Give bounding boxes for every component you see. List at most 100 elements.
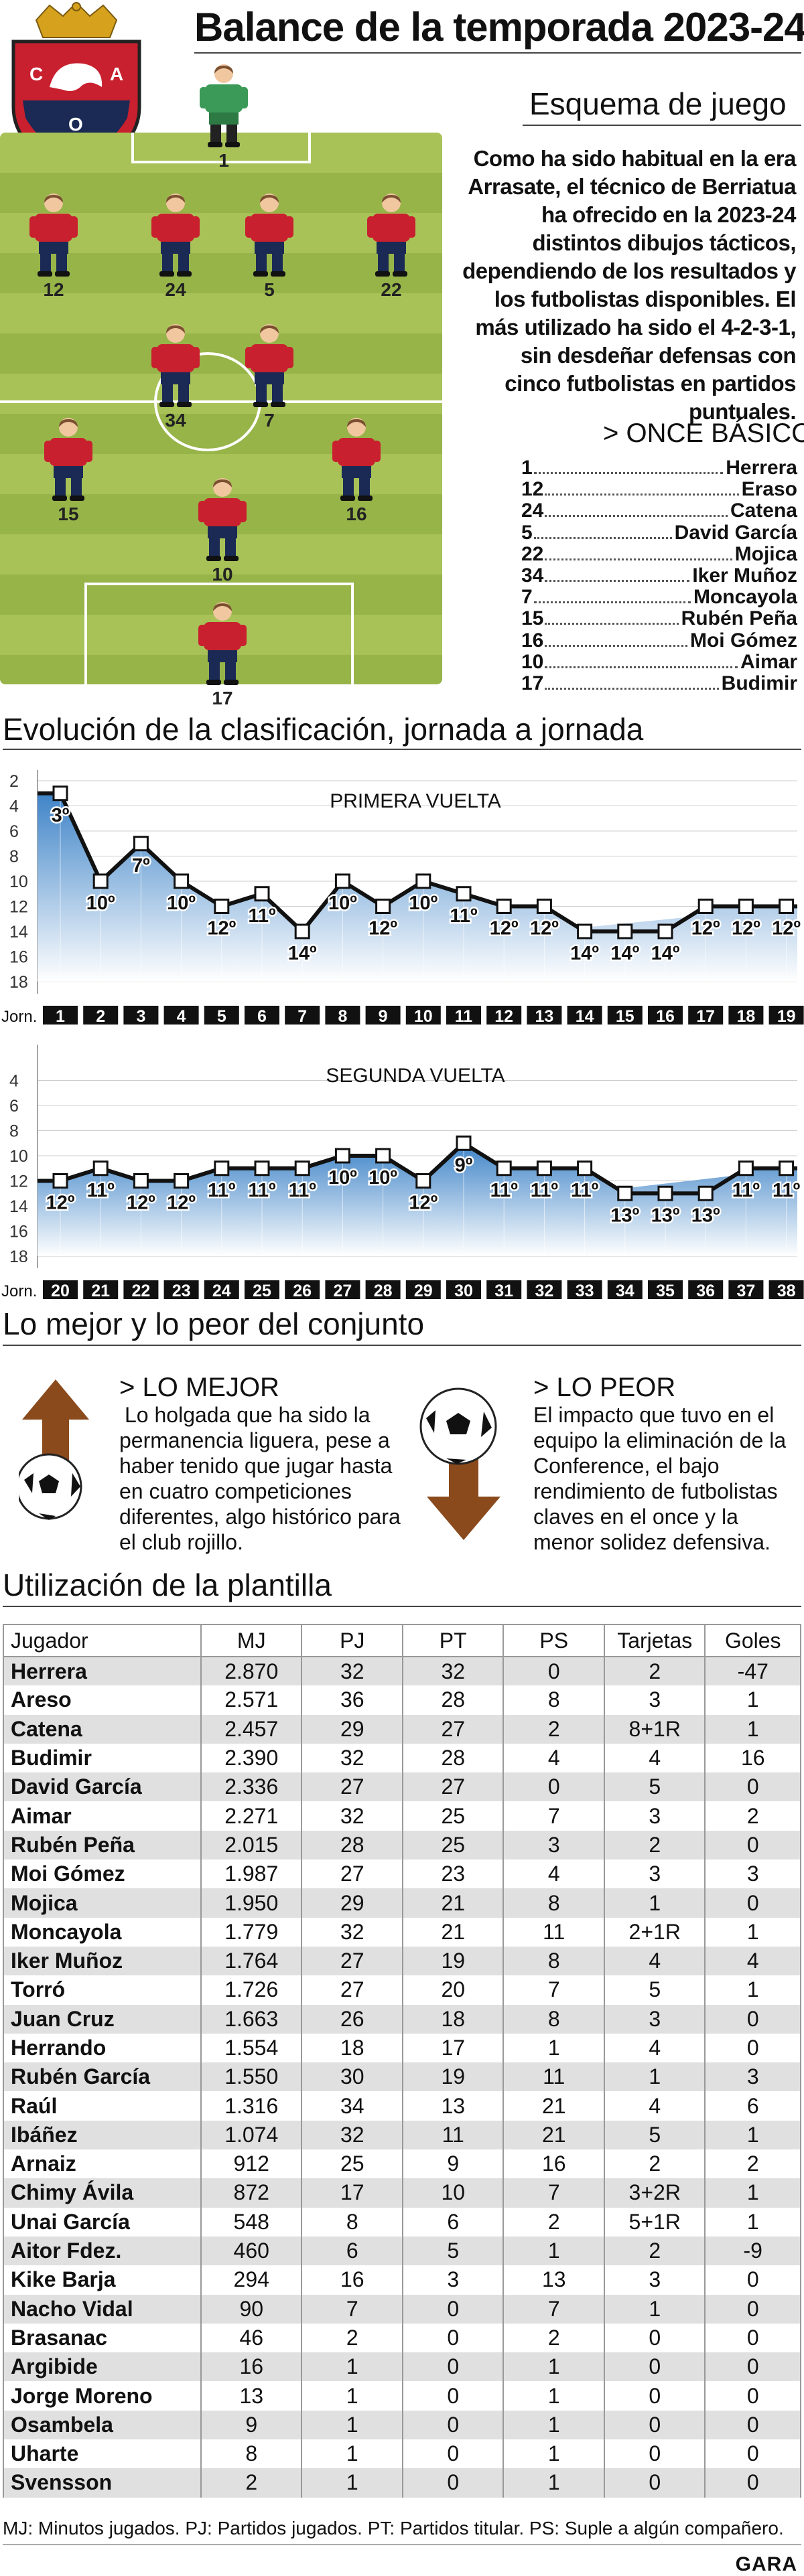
stat-cell: 0: [704, 2323, 801, 2353]
stat-cell: 10: [401, 2178, 505, 2208]
player-figure: 12: [27, 191, 80, 300]
data-label: 11º: [248, 1180, 276, 1201]
once-name: Catena: [730, 500, 797, 522]
y-tick-label: 12: [9, 898, 28, 917]
stat-cell: 8: [503, 1685, 605, 1715]
stat-cell: 21: [401, 1888, 505, 1918]
stat-cell: 0: [704, 2033, 801, 2063]
stat-cell: 0: [704, 2468, 801, 2498]
table-row: Chimy Ávila 872 17 10 7 3+2R 1: [3, 2178, 801, 2208]
once-item: 16 Moi Gómez: [521, 629, 797, 651]
stat-cell: 0: [401, 2439, 505, 2469]
jornada-box: [204, 1280, 239, 1299]
stat-cell: 2.271: [200, 1801, 303, 1831]
jornada-number: 15: [616, 1007, 634, 1025]
player-number: 7: [264, 410, 275, 431]
column-header: Goles: [704, 1624, 801, 1657]
stat-cell: 0: [704, 2410, 801, 2440]
y-tick-label: 6: [9, 1097, 19, 1116]
stat-cell: 2: [503, 2207, 605, 2237]
jornada-box: [43, 1280, 78, 1299]
player-name-cell: David García: [3, 1772, 202, 1802]
data-point: [779, 1160, 795, 1177]
player-name-cell: Kike Barja: [3, 2265, 202, 2295]
stat-cell: 5: [603, 2120, 706, 2150]
stat-cell: 1: [704, 1714, 801, 1744]
stat-cell: 1.554: [200, 2033, 303, 2063]
data-point: [174, 1173, 190, 1189]
jornada-box: [728, 1006, 764, 1025]
stat-cell: 1: [503, 2236, 605, 2266]
stat-cell: 17: [401, 2033, 505, 2063]
stat-cell: 9: [401, 2149, 505, 2179]
y-tick-label: 10: [9, 1147, 28, 1166]
jornada-box: [83, 1280, 119, 1299]
stat-cell: 2: [603, 2236, 706, 2266]
player-name-cell: Svensson: [3, 2468, 202, 2498]
once-number: 1: [521, 457, 533, 479]
once-number: 16: [521, 629, 544, 652]
data-point: [536, 1160, 552, 1177]
jornada-number: 3: [136, 1007, 145, 1025]
jornada-number: 38: [777, 1282, 796, 1299]
jornada-box: [648, 1006, 683, 1025]
stat-cell: 2: [603, 1657, 706, 1686]
player-figure: 22: [364, 191, 418, 300]
data-point: [738, 899, 754, 914]
data-point: [697, 899, 714, 914]
player-name-cell: Unai García: [3, 2207, 202, 2237]
stat-cell: 7: [503, 1801, 605, 1831]
player-figure: 5: [243, 191, 296, 300]
stat-cell: 0: [704, 2004, 801, 2034]
data-label: 11º: [450, 905, 478, 927]
player-number: 15: [58, 504, 79, 524]
stat-cell: 4: [603, 2091, 706, 2121]
data-point: [496, 899, 512, 914]
stat-cell: 46: [200, 2323, 303, 2353]
player-figure: 16: [330, 415, 383, 524]
table-row: Jorge Moreno 13 1 0 1 0 0: [3, 2381, 801, 2411]
table-row: Iker Muñoz 1.764 27 19 8 4 4: [3, 1946, 801, 1976]
data-point: [334, 1148, 350, 1164]
once-number: 24: [521, 500, 544, 522]
worst-arrow-icon: [417, 1386, 504, 1540]
stat-cell: 32: [401, 1657, 505, 1686]
data-point: [294, 1160, 310, 1177]
stat-cell: 3: [503, 1830, 605, 1860]
page-title: Balance de la temporada 2023-24: [194, 5, 804, 50]
jornada-number: 4: [177, 1007, 186, 1025]
stat-cell: 5: [603, 1772, 706, 1802]
player-number: 16: [346, 504, 367, 524]
player-name-cell: Catena: [3, 1714, 202, 1744]
y-tick-label: 16: [9, 948, 28, 967]
stat-cell: 18: [301, 2033, 403, 2063]
stat-cell: 7: [503, 2178, 605, 2208]
stat-cell: 3: [401, 2265, 505, 2295]
data-label: 9º: [455, 1154, 473, 1176]
stat-cell: 1.987: [200, 1860, 303, 1889]
jornada-number: 5: [217, 1007, 226, 1025]
squad-table: Jugador MJ PJ PT PS Tarjetas Goles Herrera 2.87…: [3, 1624, 801, 2498]
stat-cell: 4: [603, 1743, 706, 1773]
stat-cell: 0: [704, 1830, 801, 1860]
player-name-cell: Moi Gómez: [3, 1860, 202, 1889]
jornada-number: 22: [131, 1282, 150, 1299]
column-header: Jugador: [3, 1624, 202, 1657]
data-point: [254, 886, 270, 902]
stat-cell: 27: [301, 1975, 403, 2005]
player-name-cell: Chimy Ávila: [3, 2178, 202, 2208]
stat-cell: 1: [704, 2207, 801, 2237]
stat-cell: 1.764: [200, 1946, 303, 1976]
data-point: [375, 899, 391, 914]
stat-cell: 3: [603, 2004, 706, 2034]
y-tick-label: 16: [9, 1223, 28, 1241]
stat-cell: 27: [301, 1860, 403, 1889]
stat-cell: 9: [200, 2410, 303, 2440]
stat-cell: 28: [401, 1743, 505, 1773]
stat-cell: 1: [301, 2352, 403, 2382]
stat-cell: 1.950: [200, 1888, 303, 1918]
stat-cell: -47: [704, 1657, 801, 1686]
jornada-box: [486, 1006, 522, 1025]
jornada-number: 32: [535, 1282, 553, 1299]
